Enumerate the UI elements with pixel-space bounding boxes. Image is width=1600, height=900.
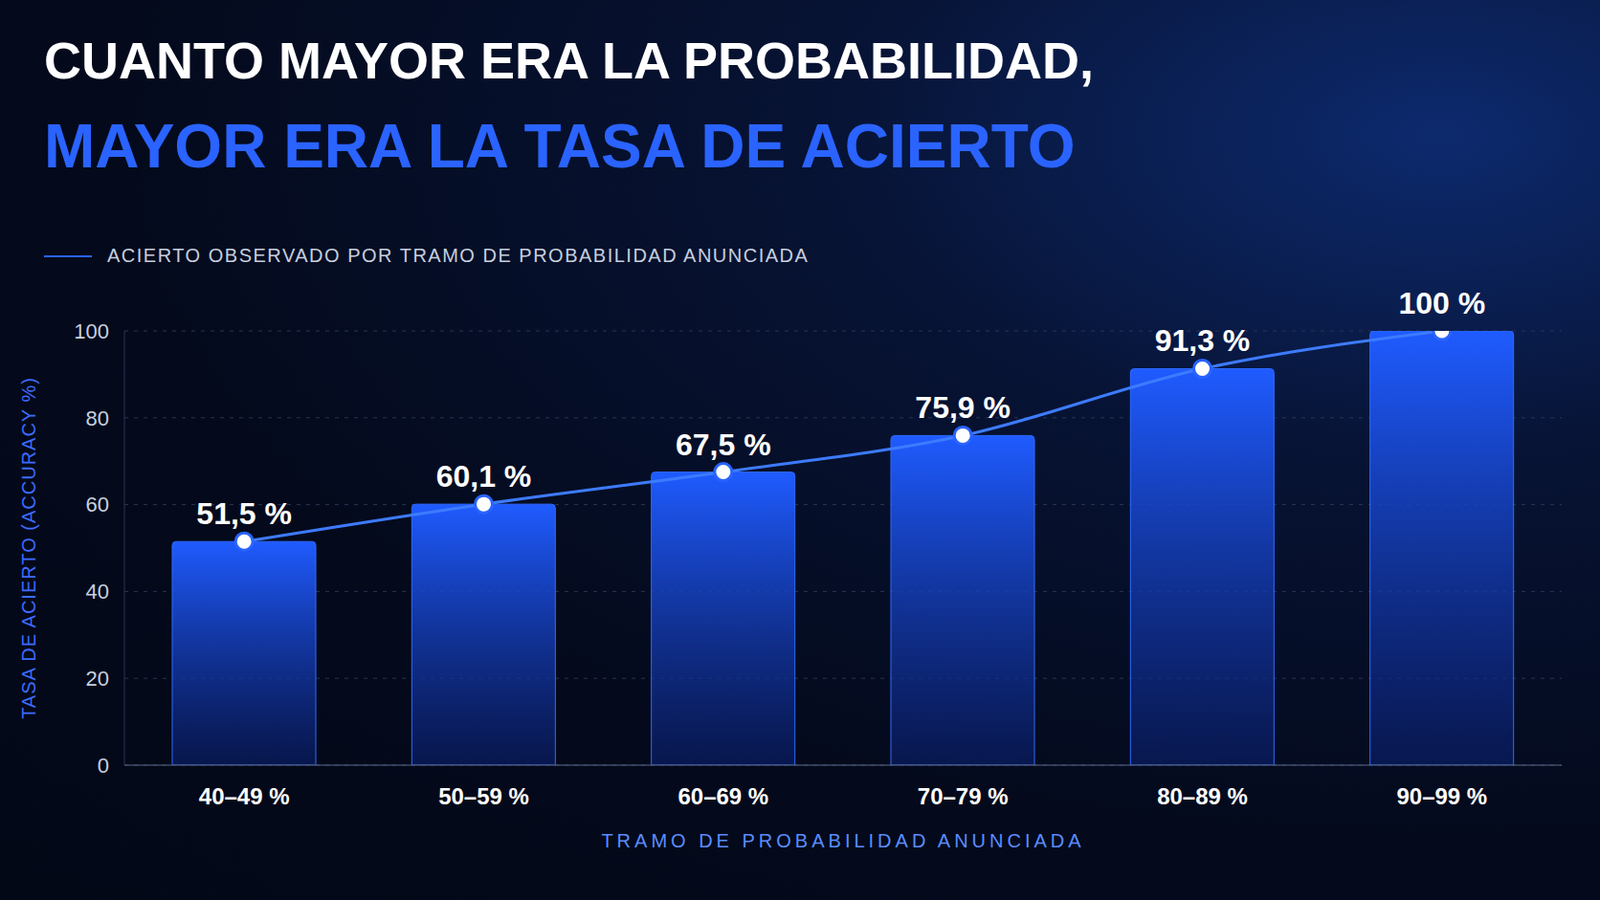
- svg-text:100 %: 100 %: [1398, 287, 1486, 321]
- svg-text:80: 80: [86, 406, 110, 431]
- svg-text:60: 60: [86, 492, 110, 517]
- html-text:CUANTO MAYOR ERA LA PROBABILID: CUANTO MAYOR ERA LA PROBABILIDAD,: [44, 31, 1094, 89]
- html-text:MAYOR ERA LA TASA DE ACIERTO: MAYOR ERA LA TASA DE ACIERTO: [44, 111, 1076, 181]
- svg-text:20: 20: [86, 666, 110, 691]
- svg-text:60,1 %: 60,1 %: [436, 459, 533, 494]
- svg-text:40–49 %: 40–49 %: [199, 783, 290, 810]
- svg-text:51,5 %: 51,5 %: [196, 496, 292, 532]
- svg-text:75,9 %: 75,9 %: [914, 390, 1011, 425]
- svg-text:100: 100: [73, 319, 110, 344]
- svg-text:67,5 %: 67,5 %: [675, 427, 772, 463]
- svg-text:91,3 %: 91,3 %: [1155, 323, 1251, 358]
- svg-text:70–79 %: 70–79 %: [917, 783, 1009, 810]
- html-text:ACIERTO OBSERVADO POR TRAMO DE: ACIERTO OBSERVADO POR TRAMO DE PROBABILI…: [107, 244, 809, 267]
- svg-text:90–99 %: 90–99 %: [1396, 783, 1488, 810]
- svg-text:60–69 %: 60–69 %: [677, 783, 769, 810]
- svg-text:TASA DE ACIERTO (ACCURACY %): TASA DE ACIERTO (ACCURACY %): [18, 377, 40, 720]
- svg-text:TRAMO DE PROBABILIDAD ANUNCIAD: TRAMO DE PROBABILIDAD ANUNCIADA: [600, 830, 1085, 852]
- svg-text:40: 40: [86, 579, 110, 604]
- svg-text:50–59 %: 50–59 %: [438, 783, 530, 810]
- svg-text:0: 0: [97, 754, 110, 778]
- svg-text:80–89 %: 80–89 %: [1156, 783, 1248, 810]
